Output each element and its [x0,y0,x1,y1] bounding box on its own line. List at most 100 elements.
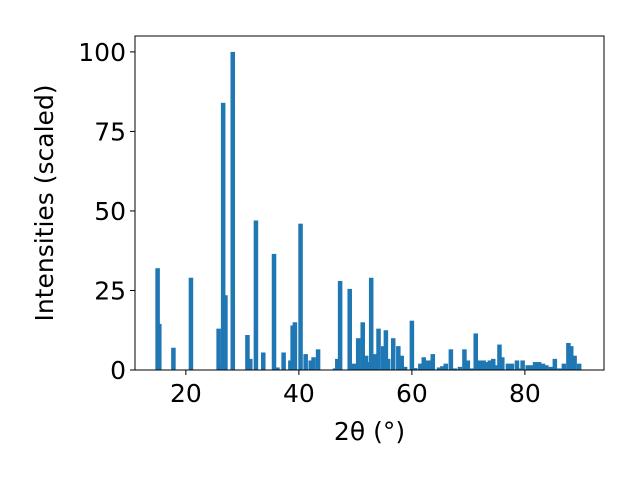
bar [390,338,396,370]
bar [576,363,582,370]
bar [440,366,445,370]
bar [360,322,365,370]
bar [494,365,499,370]
bar [421,357,427,370]
bar [520,360,525,370]
bar [188,277,194,370]
x-tick-label: 60 [396,379,428,408]
bar [448,349,454,370]
bar [484,362,489,370]
bar [514,360,520,370]
bar [261,352,266,370]
bar [517,368,523,370]
y-tick-label: 0 [110,356,126,385]
bar [426,360,431,370]
bar [383,330,389,370]
y-tick-label: 25 [94,276,126,305]
bar [399,355,404,370]
bar [155,268,160,370]
x-tick-label: 40 [283,379,315,408]
bar [288,360,293,370]
bar [376,328,381,370]
bar [509,363,515,370]
y-axis-title: Intensities (scaled) [30,84,59,321]
bar [355,338,361,370]
bar [452,368,458,370]
bar [372,354,377,370]
bar [557,368,562,370]
bar [443,363,449,370]
bar [347,288,352,370]
bar [548,366,554,370]
y-axis: 0 25 50 75 100 [78,38,135,385]
x-axis: 20 40 60 80 [170,370,541,408]
bar [281,352,286,370]
bar [487,360,493,370]
bar [171,347,176,370]
bar [528,365,534,370]
bar [473,333,478,370]
bar [497,344,502,370]
bar [216,328,221,370]
bar [275,367,280,370]
x-axis-title: 2θ (°) [334,417,405,446]
x-tick-label: 80 [509,379,541,408]
bar [430,354,436,370]
bar [245,335,250,370]
bar [552,358,558,370]
bar [540,363,546,370]
bar [568,346,574,370]
bar [315,349,321,370]
bar [351,363,357,370]
bar [230,51,236,371]
bar [366,362,371,370]
x-tick-label: 20 [170,379,202,408]
bar [561,363,567,370]
bar [298,223,303,370]
bar [436,367,442,370]
bar [402,366,408,370]
bar [337,280,343,370]
bar [536,362,542,370]
bar [396,346,401,370]
bar [490,358,496,370]
bar [385,358,391,370]
bar [418,363,423,370]
bar [572,355,577,370]
bar [223,295,228,370]
bar [500,357,505,370]
bar-series [155,51,582,371]
bar [248,358,253,370]
bar [465,360,471,370]
bar [335,358,340,370]
bar [462,349,467,370]
bar [217,363,223,370]
bar [532,362,538,370]
bar [477,360,482,370]
y-tick-label: 75 [94,117,126,146]
y-tick-label: 50 [94,197,126,226]
bar [544,365,549,370]
bar [481,360,486,370]
bar [368,277,374,370]
bar [303,354,308,370]
plot-frame [134,35,605,371]
bar [470,368,475,370]
bar [220,102,226,371]
bar [157,323,162,370]
bar [380,346,386,370]
bar [413,368,418,370]
bar [566,342,571,370]
bar [253,220,259,370]
bar [363,355,369,370]
y-tick-label: 100 [78,38,126,67]
bar [525,365,530,370]
bar [457,366,463,370]
bar [311,357,316,370]
bar [308,360,313,370]
bar [292,322,298,370]
bar [409,320,415,370]
bar [505,363,511,370]
bar [271,253,277,370]
